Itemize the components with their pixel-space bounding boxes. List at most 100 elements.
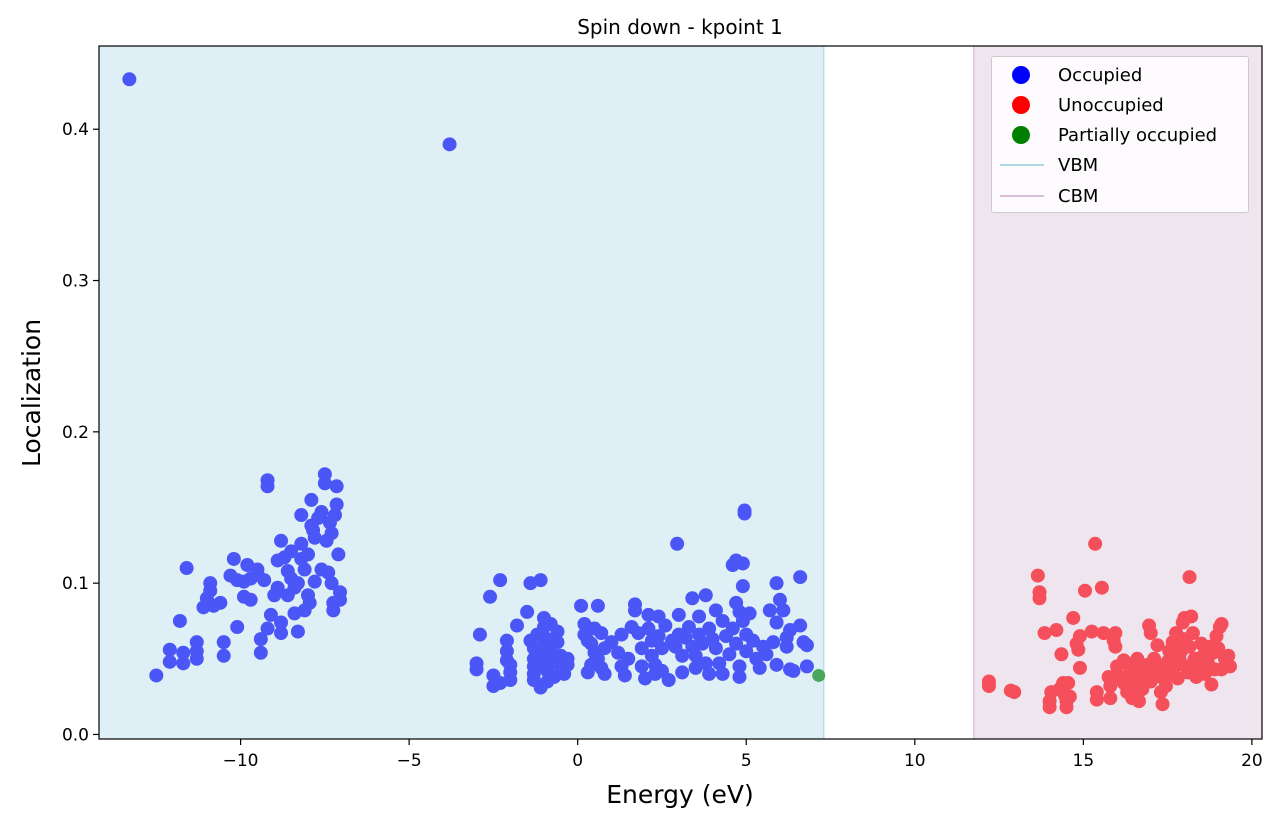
data-point-unoccupied <box>1042 700 1057 715</box>
data-point-occupied <box>793 618 808 633</box>
data-point-unoccupied <box>1061 676 1076 691</box>
data-point-occupied <box>317 476 332 491</box>
data-point-occupied <box>294 536 309 551</box>
data-point-occupied <box>786 663 801 678</box>
data-point-occupied <box>329 479 344 494</box>
occupied-region <box>99 46 824 739</box>
data-point-occupied <box>658 618 673 633</box>
y-axis-label: Localization <box>17 319 46 467</box>
data-point-occupied <box>189 651 204 666</box>
data-point-occupied <box>172 613 187 628</box>
data-point-occupied <box>290 576 305 591</box>
data-point-occupied <box>257 573 272 588</box>
data-point-occupied <box>671 607 686 622</box>
data-point-unoccupied <box>1059 700 1074 715</box>
data-point-occupied <box>715 666 730 681</box>
data-point-occupied <box>708 641 723 656</box>
data-point-unoccupied <box>1204 677 1219 692</box>
data-point-unoccupied <box>1222 659 1237 674</box>
data-point-occupied <box>302 595 317 610</box>
data-point-occupied <box>324 526 339 541</box>
data-point-occupied <box>715 613 730 628</box>
x-tick-label: 0 <box>572 751 583 771</box>
data-point-occupied <box>294 508 309 523</box>
data-point-unoccupied <box>1103 691 1118 706</box>
data-point-unoccupied <box>1211 641 1226 656</box>
legend-marker-partially-occupied <box>1012 126 1030 144</box>
data-point-unoccupied <box>1072 660 1087 675</box>
data-point-unoccupied <box>1131 694 1146 709</box>
x-axis-ticks: −10 −5 0 5 10 15 20 <box>223 739 1263 771</box>
legend-label-vbm: VBM <box>1058 155 1099 176</box>
data-point-occupied <box>469 662 484 677</box>
data-point-occupied <box>176 645 191 660</box>
data-point-occupied <box>324 576 339 591</box>
legend-label-unoccupied: Unoccupied <box>1058 95 1164 116</box>
data-point-occupied <box>769 615 784 630</box>
data-point-occupied <box>213 595 228 610</box>
data-point-occupied <box>651 629 666 644</box>
x-tick-label: −10 <box>223 751 259 771</box>
data-point-occupied <box>654 641 669 656</box>
data-point-occupied <box>503 672 518 687</box>
legend-item-cbm: CBM <box>992 184 1248 208</box>
data-point-occupied <box>698 656 713 671</box>
data-point-occupied <box>483 589 498 604</box>
data-point-occupied <box>698 588 713 603</box>
data-point-occupied <box>520 604 535 619</box>
data-point-occupied <box>769 576 784 591</box>
data-point-unoccupied <box>1158 679 1173 694</box>
data-point-occupied <box>216 635 231 650</box>
data-point-partially-occupied <box>812 668 826 682</box>
data-point-occupied <box>260 479 275 494</box>
data-point-occupied <box>216 648 231 663</box>
data-point-occupied <box>162 642 177 657</box>
data-point-occupied <box>732 659 747 674</box>
data-point-occupied <box>617 668 632 683</box>
y-tick-label: 0.0 <box>62 725 89 745</box>
data-point-occupied <box>681 620 696 635</box>
data-point-unoccupied <box>1108 626 1123 641</box>
data-point-occupied <box>702 621 717 636</box>
data-point-occupied <box>122 72 137 87</box>
data-point-occupied <box>752 660 767 675</box>
data-point-occupied <box>149 668 164 683</box>
data-point-occupied <box>670 536 685 551</box>
data-point-occupied <box>594 626 609 641</box>
data-point-unoccupied <box>1182 570 1197 585</box>
legend-item-unoccupied: Unoccupied <box>992 93 1248 117</box>
data-point-occupied <box>243 592 258 607</box>
x-axis-label: Energy (eV) <box>606 780 753 809</box>
data-point-unoccupied <box>1108 639 1123 654</box>
data-point-occupied <box>634 659 649 674</box>
data-point-unoccupied <box>1054 647 1069 662</box>
data-point-occupied <box>274 533 289 548</box>
legend-item-partially-occupied: Partially occupied <box>992 123 1248 147</box>
data-point-occupied <box>708 603 723 618</box>
x-tick-label: 20 <box>1241 751 1263 771</box>
data-point-occupied <box>745 633 760 648</box>
data-point-unoccupied <box>1078 583 1093 598</box>
data-point-occupied <box>560 651 575 666</box>
data-point-unoccupied <box>1084 624 1099 639</box>
x-tick-label: 15 <box>1073 751 1095 771</box>
data-point-unoccupied <box>1094 580 1109 595</box>
data-point-unoccupied <box>1182 639 1197 654</box>
data-point-unoccupied <box>1062 689 1077 704</box>
data-point-occupied <box>162 654 177 669</box>
legend-item-occupied: Occupied <box>992 63 1248 87</box>
data-point-unoccupied <box>1170 671 1185 686</box>
data-point-occupied <box>253 645 268 660</box>
data-point-occupied <box>692 609 707 624</box>
legend: Occupied Unoccupied Partially occupied V… <box>991 56 1249 213</box>
data-point-unoccupied <box>1037 626 1052 641</box>
data-point-occupied <box>179 561 194 576</box>
legend-label-occupied: Occupied <box>1058 65 1143 86</box>
data-point-occupied <box>550 635 565 650</box>
data-point-unoccupied <box>1103 679 1118 694</box>
data-point-unoccupied <box>1089 692 1104 707</box>
data-point-occupied <box>203 583 218 598</box>
data-point-occupied <box>739 644 754 659</box>
data-point-occupied <box>176 656 191 671</box>
data-point-unoccupied <box>1150 638 1165 653</box>
